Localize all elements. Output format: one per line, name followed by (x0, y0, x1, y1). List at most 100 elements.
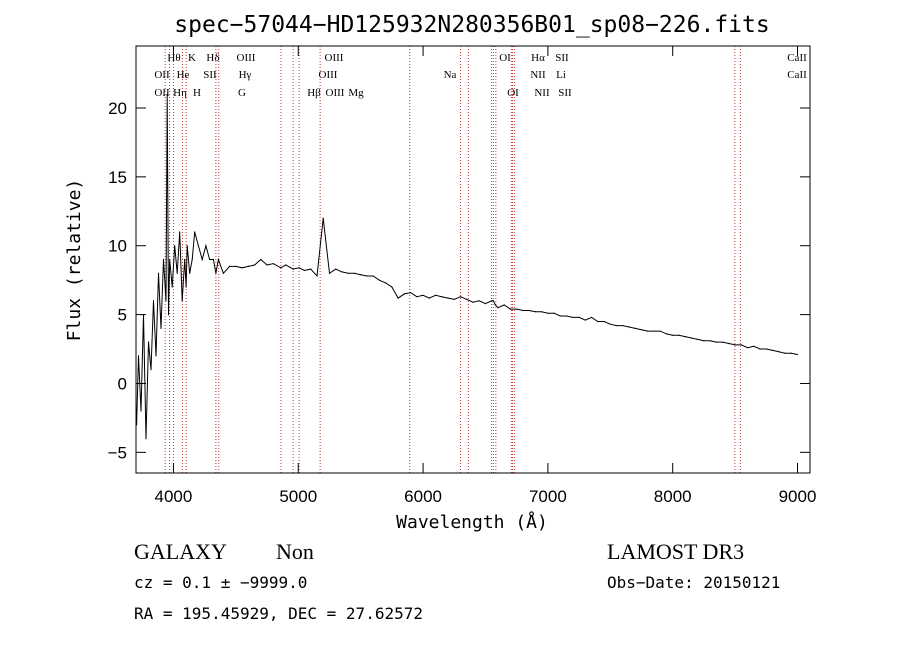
data-point-126 (784, 352, 786, 354)
data-point-8 (155, 355, 157, 357)
data-point-47 (303, 269, 306, 272)
data-point-60 (385, 282, 387, 284)
line-label-top-5: OI (499, 52, 511, 64)
data-point-31 (212, 258, 214, 261)
line-label-bot-6: Mg (348, 87, 364, 99)
x-tick-label-0: 4000 (155, 487, 193, 506)
line-label-top-2: Hδ (206, 52, 219, 64)
redshift-text: cz = 0.1 ± −9999.0 (134, 573, 307, 592)
data-point-74 (472, 301, 474, 303)
data-point-12 (165, 300, 167, 302)
data-point-84 (522, 309, 524, 312)
plot-frame (135, 45, 811, 474)
data-point-91 (566, 315, 568, 317)
data-point-17 (174, 245, 176, 247)
data-point-7 (152, 300, 155, 302)
line-label-bot-4: Hβ (307, 87, 321, 99)
data-point-62 (397, 297, 399, 299)
data-point-122 (759, 348, 761, 350)
data-point-33 (217, 258, 219, 261)
data-point-114 (709, 340, 711, 342)
x-tick-label-2: 6000 (404, 487, 442, 506)
data-point-10 (160, 327, 162, 329)
data-point-67 (428, 297, 430, 299)
data-point-51 (328, 272, 331, 274)
data-point-46 (298, 267, 300, 269)
data-point-79 (494, 304, 497, 306)
data-point-55 (353, 272, 355, 274)
line-label-mid-2: SII (203, 69, 217, 81)
data-point-115 (715, 341, 718, 343)
data-point-117 (728, 342, 730, 345)
data-point-63 (403, 293, 405, 295)
data-point-32 (215, 272, 217, 274)
data-point-95 (591, 316, 593, 318)
line-label-top-8: CaII (787, 52, 807, 64)
data-point-104 (647, 330, 649, 332)
data-point-82 (509, 308, 511, 310)
data-point-98 (609, 323, 611, 325)
line-label-mid-3: Hγ (239, 69, 252, 81)
line-label-mid-7: Li (556, 69, 566, 81)
data-point-73 (466, 298, 468, 300)
data-point-81 (503, 304, 505, 306)
spectrum-series (136, 93, 799, 440)
data-point-24 (189, 272, 191, 274)
data-point-71 (453, 298, 455, 300)
data-point-125 (778, 351, 780, 353)
x-tick-label-5: 9000 (779, 487, 817, 506)
data-point-59 (378, 279, 380, 281)
data-point-41 (266, 264, 268, 266)
data-point-2 (140, 410, 142, 412)
line-label-bot-7: OI (507, 87, 519, 99)
data-point-96 (597, 320, 599, 323)
line-label-mid-5: Na (444, 69, 457, 81)
data-point-85 (528, 309, 530, 312)
data-point-128 (796, 353, 799, 356)
line-label-bot-5: OIII (326, 87, 345, 99)
line-label-mid-0: OII (154, 69, 170, 81)
data-point-25 (191, 258, 193, 261)
data-point-109 (678, 334, 680, 336)
data-point-97 (603, 320, 605, 323)
data-point-103 (640, 329, 643, 331)
data-point-86 (534, 311, 537, 313)
line-label-bot-1: Hη (173, 87, 187, 99)
data-point-90 (559, 315, 562, 317)
data-point-38 (247, 265, 249, 267)
data-point-54 (347, 272, 349, 274)
data-point-26 (194, 231, 196, 233)
data-point-39 (254, 264, 256, 266)
data-point-118 (734, 344, 736, 346)
data-point-76 (484, 303, 487, 305)
x-tick-label-3: 7000 (529, 487, 567, 506)
data-point-107 (665, 333, 668, 335)
line-label-bot-8: NII (534, 87, 550, 99)
line-label-top-3: OIII (237, 52, 256, 64)
data-point-61 (391, 286, 393, 288)
data-point-120 (747, 347, 749, 349)
object-subclass: Non (276, 539, 314, 564)
line-label-top-6: Hα (531, 52, 545, 64)
object-class: GALAXY (134, 539, 227, 564)
data-point-4 (145, 438, 147, 440)
data-point-116 (722, 341, 724, 343)
line-label-bot-3: G (238, 87, 246, 99)
data-point-75 (478, 300, 480, 302)
data-point-108 (672, 334, 674, 336)
data-point-28 (201, 258, 203, 261)
survey-name: LAMOST DR3 (607, 539, 744, 564)
data-point-119 (740, 344, 743, 346)
data-point-124 (772, 349, 774, 351)
data-point-44 (285, 264, 287, 266)
y-tick-label-2: 5 (118, 306, 127, 325)
line-label-top-1: K (188, 52, 196, 64)
radec-text: RA = 195.45929, DEC = 27.62572 (134, 604, 423, 623)
data-point-64 (410, 292, 412, 294)
data-point-9 (157, 272, 160, 274)
data-point-92 (572, 316, 574, 318)
x-axis-label: Wavelength (Å) (396, 511, 548, 533)
data-point-14 (167, 314, 170, 316)
y-tick-label-5: 20 (108, 99, 127, 118)
